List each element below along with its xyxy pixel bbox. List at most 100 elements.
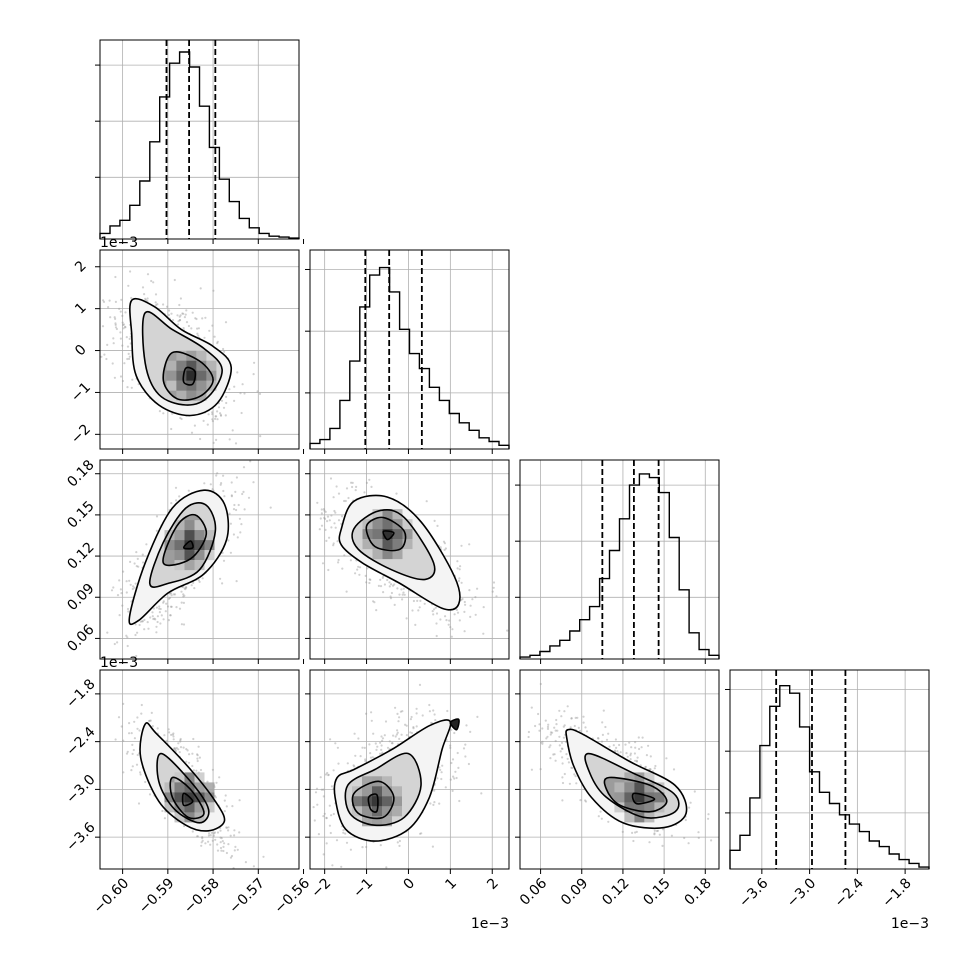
sample-point <box>145 659 147 661</box>
density-cell <box>634 802 645 813</box>
sample-point <box>220 837 223 840</box>
sample-point <box>168 309 171 312</box>
contour-line <box>169 776 205 820</box>
x-tick-label: 0.06 <box>517 875 550 908</box>
sample-point <box>193 587 196 590</box>
sample-point <box>386 746 390 749</box>
sample-point <box>405 617 408 620</box>
sample-point <box>59 317 61 319</box>
density-layer <box>106 460 272 661</box>
sample-point <box>216 342 219 345</box>
sample-point <box>324 773 328 776</box>
density-cell <box>166 360 177 371</box>
sample-point <box>476 587 479 590</box>
sample-point <box>230 854 234 858</box>
sample-point <box>194 317 197 320</box>
sample-point <box>653 833 656 836</box>
sample-point <box>361 846 364 849</box>
histogram-step-line <box>309 266 510 449</box>
sample-point <box>222 849 225 853</box>
sample-point <box>126 644 129 648</box>
sample-point <box>689 801 692 804</box>
sample-point <box>566 705 569 708</box>
sample-point <box>154 304 158 307</box>
sample-point <box>640 746 643 749</box>
sample-point <box>195 317 198 321</box>
sample-point <box>125 591 128 594</box>
sample-point <box>391 584 395 587</box>
sample-point <box>173 747 176 750</box>
sample-point <box>177 320 180 323</box>
sample-point <box>385 866 388 869</box>
density-cell <box>176 390 187 401</box>
sample-point <box>384 720 388 723</box>
sample-point <box>234 490 237 493</box>
sample-point <box>637 736 640 739</box>
sample-point <box>300 818 302 820</box>
sample-point <box>183 594 186 597</box>
sample-point <box>219 836 222 839</box>
density-cell <box>614 782 625 793</box>
sample-point <box>346 762 349 765</box>
sample-point <box>492 586 495 589</box>
sample-point <box>480 792 483 795</box>
sample-point <box>436 777 439 780</box>
sample-point <box>172 738 175 741</box>
sample-point <box>118 307 121 310</box>
sample-point <box>224 321 228 324</box>
sample-point <box>149 719 152 722</box>
sample-point <box>312 806 315 809</box>
sample-point <box>329 831 332 835</box>
sample-point <box>601 721 604 724</box>
sample-point <box>219 577 222 580</box>
sample-point <box>405 724 408 727</box>
sample-point <box>167 728 170 731</box>
sample-point <box>546 735 549 738</box>
density-cell <box>164 792 175 803</box>
sample-point <box>182 593 185 596</box>
sample-point <box>136 716 139 719</box>
sample-point <box>365 481 368 484</box>
sample-point <box>201 577 204 580</box>
sample-point <box>453 731 456 735</box>
sample-point <box>461 597 464 601</box>
sample-point <box>259 435 262 438</box>
sample-point <box>361 746 364 749</box>
sample-point <box>410 715 413 719</box>
sample-point <box>166 605 170 608</box>
sample-point <box>645 754 649 757</box>
sample-point <box>121 321 124 324</box>
sample-point <box>320 788 323 791</box>
sample-point <box>570 717 573 720</box>
sample-point <box>180 601 183 604</box>
sample-point <box>449 778 452 781</box>
sample-point <box>144 780 147 784</box>
sample-point <box>710 839 713 842</box>
sample-point <box>213 335 216 338</box>
sample-point <box>174 747 177 750</box>
sample-point <box>647 744 650 747</box>
sample-point <box>330 514 333 517</box>
sample-point <box>206 780 209 783</box>
sample-point <box>148 719 151 723</box>
sample-point <box>450 761 453 765</box>
sample-point <box>225 826 229 829</box>
sample-point <box>197 327 200 330</box>
sample-point <box>388 740 391 743</box>
sample-point <box>252 373 255 376</box>
histogram-step-line <box>729 685 930 869</box>
sample-point <box>207 413 210 416</box>
density-cell <box>196 370 207 381</box>
sample-point <box>693 790 696 793</box>
sample-point <box>214 415 217 418</box>
sample-point <box>178 319 182 322</box>
sample-point <box>551 731 554 734</box>
sample-point <box>209 483 212 486</box>
x-offset-label: 1e−3 <box>891 916 929 932</box>
sample-point <box>541 742 544 745</box>
density-cell <box>174 560 185 571</box>
sample-point <box>335 485 338 488</box>
sample-point <box>641 736 644 739</box>
sample-point <box>342 831 345 834</box>
sample-point <box>229 856 233 859</box>
